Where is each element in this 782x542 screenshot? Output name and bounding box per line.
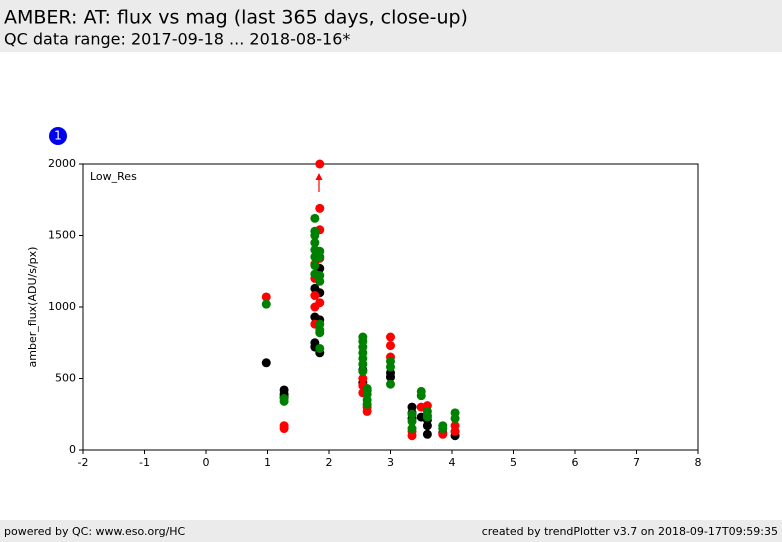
point: [310, 261, 320, 271]
point: [407, 416, 417, 426]
point: [386, 362, 395, 372]
point: [358, 359, 368, 369]
title: AMBER: AT: flux vs mag (last 365 days, c…: [4, 7, 468, 29]
point: [386, 332, 395, 342]
x-tick-label: 3: [387, 456, 394, 469]
point: [315, 159, 325, 169]
y-tick-label: 1000: [48, 300, 76, 313]
badge-label: 1: [54, 129, 62, 143]
subtitle: QC data range: 2017-09-18 ... 2018-08-16…: [4, 30, 350, 49]
x-tick-label: -1: [139, 456, 150, 469]
x-tick-label: -2: [78, 456, 89, 469]
y-tick-label: 1500: [48, 229, 76, 242]
y-axis-label: amber_flux(ADU/s/px): [26, 247, 39, 368]
x-tick-label: 4: [449, 456, 456, 469]
badge-circle: [49, 127, 67, 145]
point: [438, 424, 448, 434]
point: [315, 298, 325, 308]
footer-band: [0, 520, 782, 542]
point: [310, 231, 320, 240]
point: [422, 429, 432, 439]
point: [310, 238, 320, 248]
x-tick-label: 5: [510, 456, 517, 469]
point: [315, 343, 325, 353]
point: [450, 414, 460, 424]
point: [310, 213, 320, 223]
point: [315, 276, 325, 286]
footer-left: powered by QC: www.eso.org/HC: [4, 525, 186, 538]
y-tick-label: 0: [69, 443, 76, 456]
annotation: Low_Res: [90, 170, 137, 183]
y-tick-label: 500: [55, 372, 76, 385]
x-tick-label: 7: [633, 456, 640, 469]
point: [407, 409, 417, 419]
x-tick-label: 1: [264, 456, 271, 469]
footer-right: created by trendPlotter v3.7 on 2018-09-…: [482, 525, 778, 538]
point: [386, 341, 395, 351]
point: [358, 374, 368, 383]
point: [315, 203, 325, 213]
point: [315, 328, 325, 338]
point: [315, 252, 325, 262]
x-tick-label: 2: [326, 456, 333, 469]
offscale-arrow: [315, 173, 323, 192]
point: [279, 424, 289, 434]
point: [362, 399, 372, 409]
point: [261, 292, 271, 302]
point: [386, 379, 395, 389]
header-band: [0, 0, 782, 52]
point: [416, 391, 426, 401]
point: [310, 291, 320, 301]
point: [279, 394, 289, 404]
x-tick-label: 0: [203, 456, 210, 469]
y-tick-label: 2000: [48, 157, 76, 170]
point: [407, 424, 417, 434]
point: [261, 358, 271, 368]
x-tick-label: 6: [572, 456, 579, 469]
point: [358, 366, 368, 376]
plot-frame: [82, 163, 699, 451]
point: [450, 426, 460, 436]
point: [261, 299, 271, 309]
point: [422, 412, 432, 422]
x-tick-label: 8: [695, 456, 702, 469]
